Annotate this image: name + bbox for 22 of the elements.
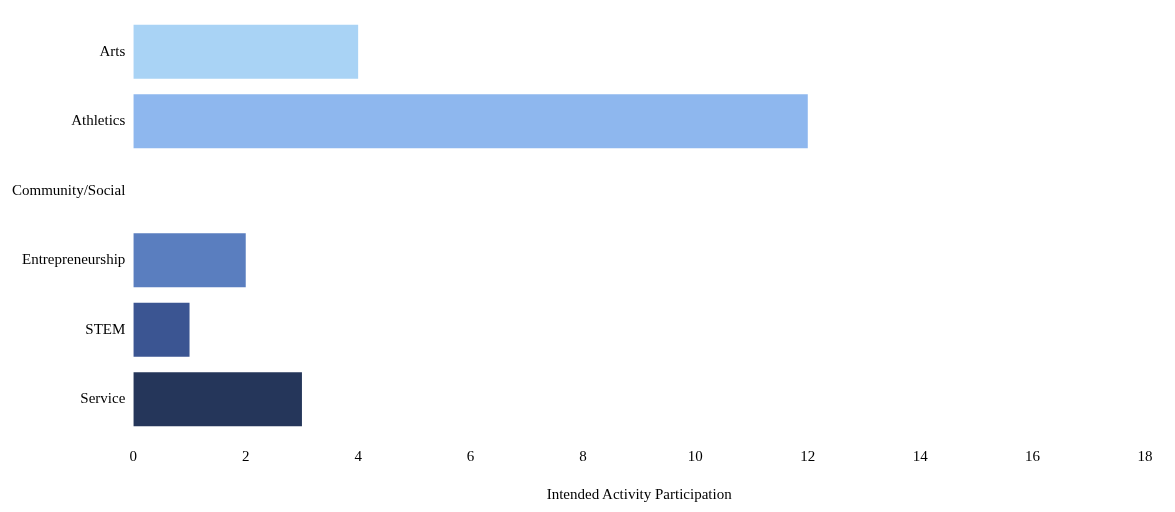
x-tick-label: 0 — [129, 447, 138, 464]
y-tick-label: Community/Social — [11, 181, 126, 198]
x-tick-label: 6 — [466, 447, 475, 464]
bar — [133, 372, 302, 427]
x-tick-label: 18 — [1137, 447, 1153, 464]
y-tick-label: Entrepreneurship — [22, 251, 126, 268]
bar — [133, 302, 190, 357]
y-tick-label: Arts — [99, 42, 126, 59]
x-tick-label: 16 — [1025, 447, 1041, 464]
x-tick-label: 2 — [241, 447, 250, 464]
y-tick-label: Athletics — [71, 112, 126, 129]
x-tick-label: 4 — [354, 447, 363, 464]
y-tick-label: Service — [80, 390, 126, 407]
x-axis-title: Intended Activity Participation — [546, 485, 733, 502]
x-tick-label: 14 — [912, 447, 929, 464]
x-tick-label: 10 — [687, 447, 703, 464]
bar — [133, 24, 359, 79]
bar — [133, 233, 246, 288]
bar — [133, 94, 808, 149]
y-tick-label: STEM — [85, 320, 126, 337]
x-tick-label: 12 — [800, 447, 816, 464]
x-tick-label: 8 — [579, 447, 587, 464]
